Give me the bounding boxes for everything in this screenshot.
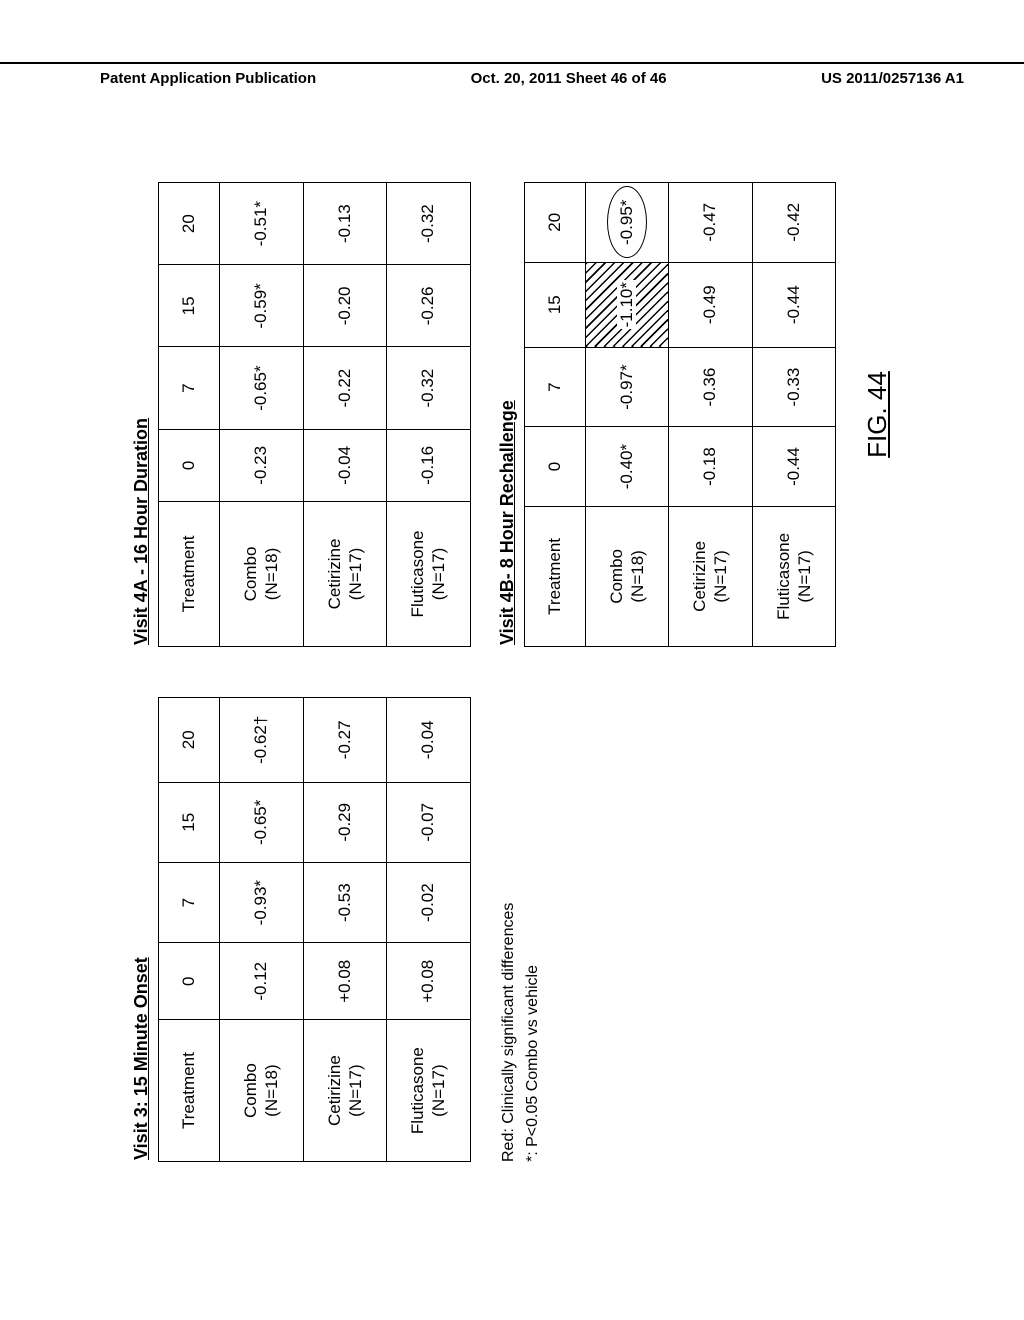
visit3-title: Visit 3: 15 Minute Onset xyxy=(131,697,152,1160)
header-center: Oct. 20, 2011 Sheet 46 of 46 xyxy=(471,70,667,87)
cell: -0.04 xyxy=(387,698,471,783)
cell: -0.32 xyxy=(387,347,471,429)
right-column: Visit 4A - 16 Hour Duration Treatment 0 … xyxy=(131,182,893,647)
cell: -0.44 xyxy=(752,262,836,347)
cell: -0.20 xyxy=(303,265,387,347)
cell-treatment: Combo(N=18) xyxy=(585,506,669,646)
cell: -0.65* xyxy=(220,782,304,862)
table-row: Cetirizine(N=17) +0.08 -0.53 -0.29 -0.27 xyxy=(303,698,387,1162)
cell: -0.53 xyxy=(303,862,387,942)
table-header-row: Treatment 0 7 15 20 xyxy=(524,183,585,647)
cell: -0.26 xyxy=(387,265,471,347)
figure-label: FIG. 44 xyxy=(862,182,893,647)
visit4b-title: Visit 4B- 8 Hour Rechallenge xyxy=(497,182,518,645)
table-row: Cetirizine(N=17) -0.04 -0.22 -0.20 -0.13 xyxy=(303,183,387,647)
cell: -0.47 xyxy=(669,183,753,263)
table-header-row: Treatment 0 7 15 20 xyxy=(159,698,220,1162)
col-15: 15 xyxy=(159,265,220,347)
cell: -0.32 xyxy=(387,183,471,265)
cell: -0.42 xyxy=(752,183,836,263)
col-0: 0 xyxy=(524,427,585,506)
header-left: Patent Application Publication xyxy=(100,70,316,87)
cell-treatment: Fluticasone(N=17) xyxy=(387,1020,471,1162)
cell: -0.93* xyxy=(220,862,304,942)
cell: -0.27 xyxy=(303,698,387,783)
col-15: 15 xyxy=(159,782,220,862)
visit3-table: Treatment 0 7 15 20 Combo(N=18) -0.12 -0… xyxy=(158,697,471,1162)
cell: +0.08 xyxy=(387,943,471,1020)
cell: -0.07 xyxy=(387,782,471,862)
table-row: Fluticasone(N=17) +0.08 -0.02 -0.07 -0.0… xyxy=(387,698,471,1162)
visit4a-title: Visit 4A - 16 Hour Duration xyxy=(131,182,152,645)
cell: -0.62† xyxy=(220,698,304,783)
cell: -0.29 xyxy=(303,782,387,862)
cell-treatment: Cetirizine(N=17) xyxy=(303,501,387,646)
table-row: Combo(N=18) -0.23 -0.65* -0.59* -0.51* xyxy=(220,183,304,647)
cell-treatment: Cetirizine(N=17) xyxy=(669,506,753,646)
col-20: 20 xyxy=(159,183,220,265)
visit4a-table: Treatment 0 7 15 20 Combo(N=18) -0.23 -0… xyxy=(158,182,471,647)
visit4b-table: Treatment 0 7 15 20 Combo(N=18) -0.40* -… xyxy=(524,182,837,647)
cell-circled: -0.95* xyxy=(585,183,669,263)
cell: -0.13 xyxy=(303,183,387,265)
col-treatment: Treatment xyxy=(524,506,585,646)
col-treatment: Treatment xyxy=(159,1020,220,1162)
cell: -0.36 xyxy=(669,347,753,426)
col-20: 20 xyxy=(524,183,585,263)
col-7: 7 xyxy=(524,347,585,426)
cell: -0.22 xyxy=(303,347,387,429)
table-row: Combo(N=18) -0.40* -0.97* -1.10* -0.95* xyxy=(585,183,669,647)
table-row: Fluticasone(N=17) -0.44 -0.33 -0.44 -0.4… xyxy=(752,183,836,647)
col-0: 0 xyxy=(159,943,220,1020)
cell: -0.65* xyxy=(220,347,304,429)
col-15: 15 xyxy=(524,262,585,347)
cell: +0.08 xyxy=(303,943,387,1020)
left-column: Visit 3: 15 Minute Onset Treatment 0 7 1… xyxy=(131,697,893,1162)
table-row: Cetirizine(N=17) -0.18 -0.36 -0.49 -0.47 xyxy=(669,183,753,647)
cell: -0.97* xyxy=(585,347,669,426)
cell: -0.18 xyxy=(669,427,753,506)
cell: -0.16 xyxy=(387,429,471,501)
cell: -0.59* xyxy=(220,265,304,347)
col-0: 0 xyxy=(159,429,220,501)
cell: -0.44 xyxy=(752,427,836,506)
table-row: Fluticasone(N=17) -0.16 -0.32 -0.26 -0.3… xyxy=(387,183,471,647)
footnote-line: Red: Clinically significant differences xyxy=(497,697,521,1162)
col-treatment: Treatment xyxy=(159,501,220,646)
col-20: 20 xyxy=(159,698,220,783)
table-row: Combo(N=18) -0.12 -0.93* -0.65* -0.62† xyxy=(220,698,304,1162)
rotated-content: Visit 3: 15 Minute Onset Treatment 0 7 1… xyxy=(0,160,1024,1184)
cell: -0.12 xyxy=(220,943,304,1020)
cell: -0.04 xyxy=(303,429,387,501)
cell: -0.49 xyxy=(669,262,753,347)
footnotes: Red: Clinically significant differences … xyxy=(497,697,545,1162)
col-7: 7 xyxy=(159,862,220,942)
table-header-row: Treatment 0 7 15 20 xyxy=(159,183,220,647)
cell-treatment: Combo(N=18) xyxy=(220,501,304,646)
cell-treatment: Fluticasone(N=17) xyxy=(387,501,471,646)
page-header: Patent Application Publication Oct. 20, … xyxy=(0,62,1024,87)
cell: -0.02 xyxy=(387,862,471,942)
cell: -0.40* xyxy=(585,427,669,506)
cell: -0.23 xyxy=(220,429,304,501)
cell-treatment: Cetirizine(N=17) xyxy=(303,1020,387,1162)
cell: -0.51* xyxy=(220,183,304,265)
cell-treatment: Fluticasone(N=17) xyxy=(752,506,836,646)
col-7: 7 xyxy=(159,347,220,429)
header-right: US 2011/0257136 A1 xyxy=(821,70,964,87)
footnote-line: *: P<0.05 Combo vs vehicle xyxy=(521,697,545,1162)
cell-treatment: Combo(N=18) xyxy=(220,1020,304,1162)
cell: -0.33 xyxy=(752,347,836,426)
cell-hatched: -1.10* xyxy=(585,262,669,347)
